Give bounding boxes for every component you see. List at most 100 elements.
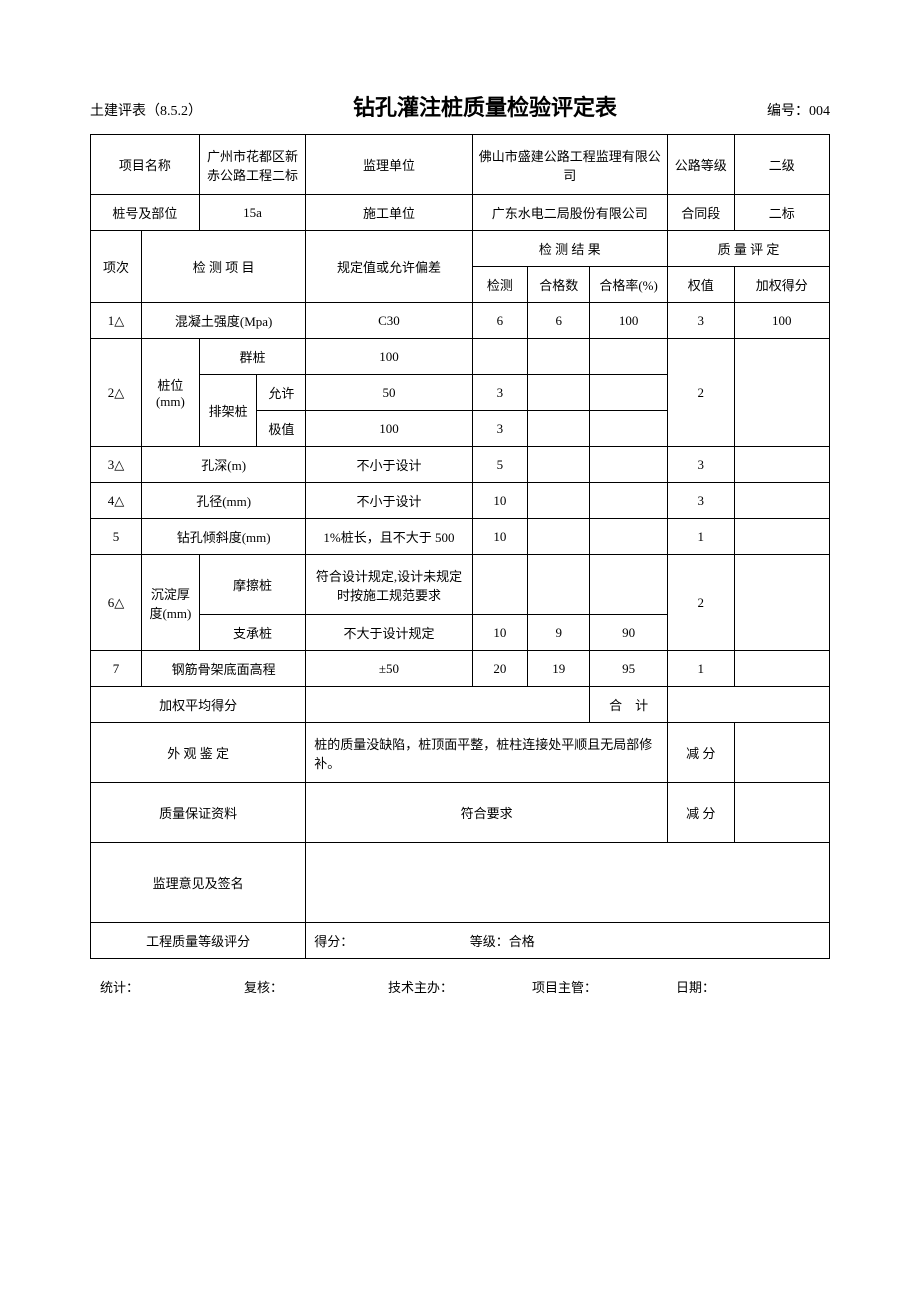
r1-rate: 100 bbox=[590, 303, 668, 339]
r4-score bbox=[734, 483, 830, 519]
r7-test: 20 bbox=[472, 651, 527, 687]
r6-test2: 10 bbox=[472, 615, 527, 651]
r5-test: 10 bbox=[472, 519, 527, 555]
th-spec: 规定值或允许偏差 bbox=[306, 231, 472, 303]
r3-score bbox=[734, 447, 830, 483]
r2-test2b: 3 bbox=[472, 411, 527, 447]
label-appearance: 外 观 鉴 定 bbox=[91, 723, 306, 783]
cell-deduction-1 bbox=[734, 723, 830, 783]
label-contract: 合同段 bbox=[667, 195, 734, 231]
r5-pass bbox=[528, 519, 590, 555]
r4-rate bbox=[590, 483, 668, 519]
r3-pass bbox=[528, 447, 590, 483]
r6-score bbox=[734, 555, 830, 651]
r2-rate1 bbox=[590, 339, 668, 375]
r2-sub2: 排架桩 bbox=[199, 375, 257, 447]
r6-test1 bbox=[472, 555, 527, 615]
r2-pass2a bbox=[528, 375, 590, 411]
r3-spec: 不小于设计 bbox=[306, 447, 472, 483]
label-pile: 桩号及部位 bbox=[91, 195, 200, 231]
r2-sub1: 群桩 bbox=[199, 339, 306, 375]
cell-deduction-2 bbox=[734, 783, 830, 843]
label-road-grade: 公路等级 bbox=[667, 135, 734, 195]
r2-rate2a bbox=[590, 375, 668, 411]
cell-pile: 15a bbox=[199, 195, 306, 231]
cell-supervisor-opinion bbox=[306, 843, 830, 923]
r2-spec2b: 100 bbox=[306, 411, 472, 447]
label-supervisor-opinion: 监理意见及签名 bbox=[91, 843, 306, 923]
r6-pass2: 9 bbox=[528, 615, 590, 651]
r5-rate bbox=[590, 519, 668, 555]
r4-weight: 3 bbox=[667, 483, 734, 519]
r6-spec1: 符合设计规定,设计未规定时按施工规范要求 bbox=[306, 555, 472, 615]
r5-no: 5 bbox=[91, 519, 142, 555]
cell-road-grade: 二级 bbox=[734, 135, 830, 195]
label-qa: 质量保证资料 bbox=[91, 783, 306, 843]
r4-name: 孔径(mm) bbox=[142, 483, 306, 519]
footer-tech: 技术主办： bbox=[388, 977, 532, 996]
th-item-name: 检 测 项 目 bbox=[142, 231, 306, 303]
r1-name: 混凝土强度(Mpa) bbox=[142, 303, 306, 339]
r6-rate1 bbox=[590, 555, 668, 615]
score-label: 得分： bbox=[314, 934, 353, 949]
cell-contractor: 广东水电二局股份有限公司 bbox=[472, 195, 667, 231]
footer-pm: 项目主管： bbox=[532, 977, 676, 996]
r3-weight: 3 bbox=[667, 447, 734, 483]
r2-sub2a: 允许 bbox=[257, 375, 306, 411]
th-weight: 权值 bbox=[667, 267, 734, 303]
th-item-no: 项次 bbox=[91, 231, 142, 303]
cell-qa: 符合要求 bbox=[306, 783, 668, 843]
main-table: 项目名称 广州市花都区新赤公路工程二标 监理单位 佛山市盛建公路工程监理有限公司… bbox=[90, 134, 830, 959]
th-pass-rate: 合格率(%) bbox=[590, 267, 668, 303]
r1-pass: 6 bbox=[528, 303, 590, 339]
r5-weight: 1 bbox=[667, 519, 734, 555]
r4-test: 10 bbox=[472, 483, 527, 519]
footer-review: 复核： bbox=[244, 977, 388, 996]
th-test-count: 检测 bbox=[472, 267, 527, 303]
r7-pass: 19 bbox=[528, 651, 590, 687]
r2-weight: 2 bbox=[667, 339, 734, 447]
r1-test: 6 bbox=[472, 303, 527, 339]
cell-contract: 二标 bbox=[734, 195, 830, 231]
r2-spec1: 100 bbox=[306, 339, 472, 375]
r3-name: 孔深(m) bbox=[142, 447, 306, 483]
r5-name: 钻孔倾斜度(mm) bbox=[142, 519, 306, 555]
r2-sub2b: 极值 bbox=[257, 411, 306, 447]
cell-total bbox=[667, 687, 829, 723]
th-quality: 质 量 评 定 bbox=[667, 231, 829, 267]
grade-result: 合格 bbox=[509, 934, 535, 949]
cell-weighted-avg bbox=[306, 687, 590, 723]
r7-name: 钢筋骨架底面高程 bbox=[142, 651, 306, 687]
r3-rate bbox=[590, 447, 668, 483]
th-weighted-score: 加权得分 bbox=[734, 267, 830, 303]
label-project-name: 项目名称 bbox=[91, 135, 200, 195]
label-grade: 工程质量等级评分 bbox=[91, 923, 306, 959]
cell-appearance: 桩的质量没缺陷，桩顶面平整，桩柱连接处平顺且无局部修补。 bbox=[306, 723, 668, 783]
r7-weight: 1 bbox=[667, 651, 734, 687]
r5-spec: 1%桩长，且不大于 500 bbox=[306, 519, 472, 555]
r4-spec: 不小于设计 bbox=[306, 483, 472, 519]
r6-sub2: 支承桩 bbox=[199, 615, 306, 651]
cell-project-name: 广州市花都区新赤公路工程二标 bbox=[199, 135, 306, 195]
r1-no: 1△ bbox=[91, 303, 142, 339]
header-left: 土建评表（8.5.2） bbox=[90, 100, 260, 120]
r2-test2a: 3 bbox=[472, 375, 527, 411]
r2-score bbox=[734, 339, 830, 447]
footer-stat: 统计： bbox=[100, 977, 244, 996]
label-total: 合 计 bbox=[590, 687, 668, 723]
footer-date: 日期： bbox=[676, 977, 820, 996]
th-pass-count: 合格数 bbox=[528, 267, 590, 303]
r6-spec2: 不大于设计规定 bbox=[306, 615, 472, 651]
r7-no: 7 bbox=[91, 651, 142, 687]
r1-weight: 3 bbox=[667, 303, 734, 339]
r2-no: 2△ bbox=[91, 339, 142, 447]
cell-grade: 得分： 等级：合格 bbox=[306, 923, 830, 959]
label-weighted-avg: 加权平均得分 bbox=[91, 687, 306, 723]
r7-score bbox=[734, 651, 830, 687]
th-test-result: 检 测 结 果 bbox=[472, 231, 667, 267]
header-right: 编号：004 bbox=[710, 100, 830, 120]
r2-pass1 bbox=[528, 339, 590, 375]
grade-result-label: 等级： bbox=[470, 934, 509, 949]
r6-pass1 bbox=[528, 555, 590, 615]
r2-name: 桩位(mm) bbox=[142, 339, 200, 447]
